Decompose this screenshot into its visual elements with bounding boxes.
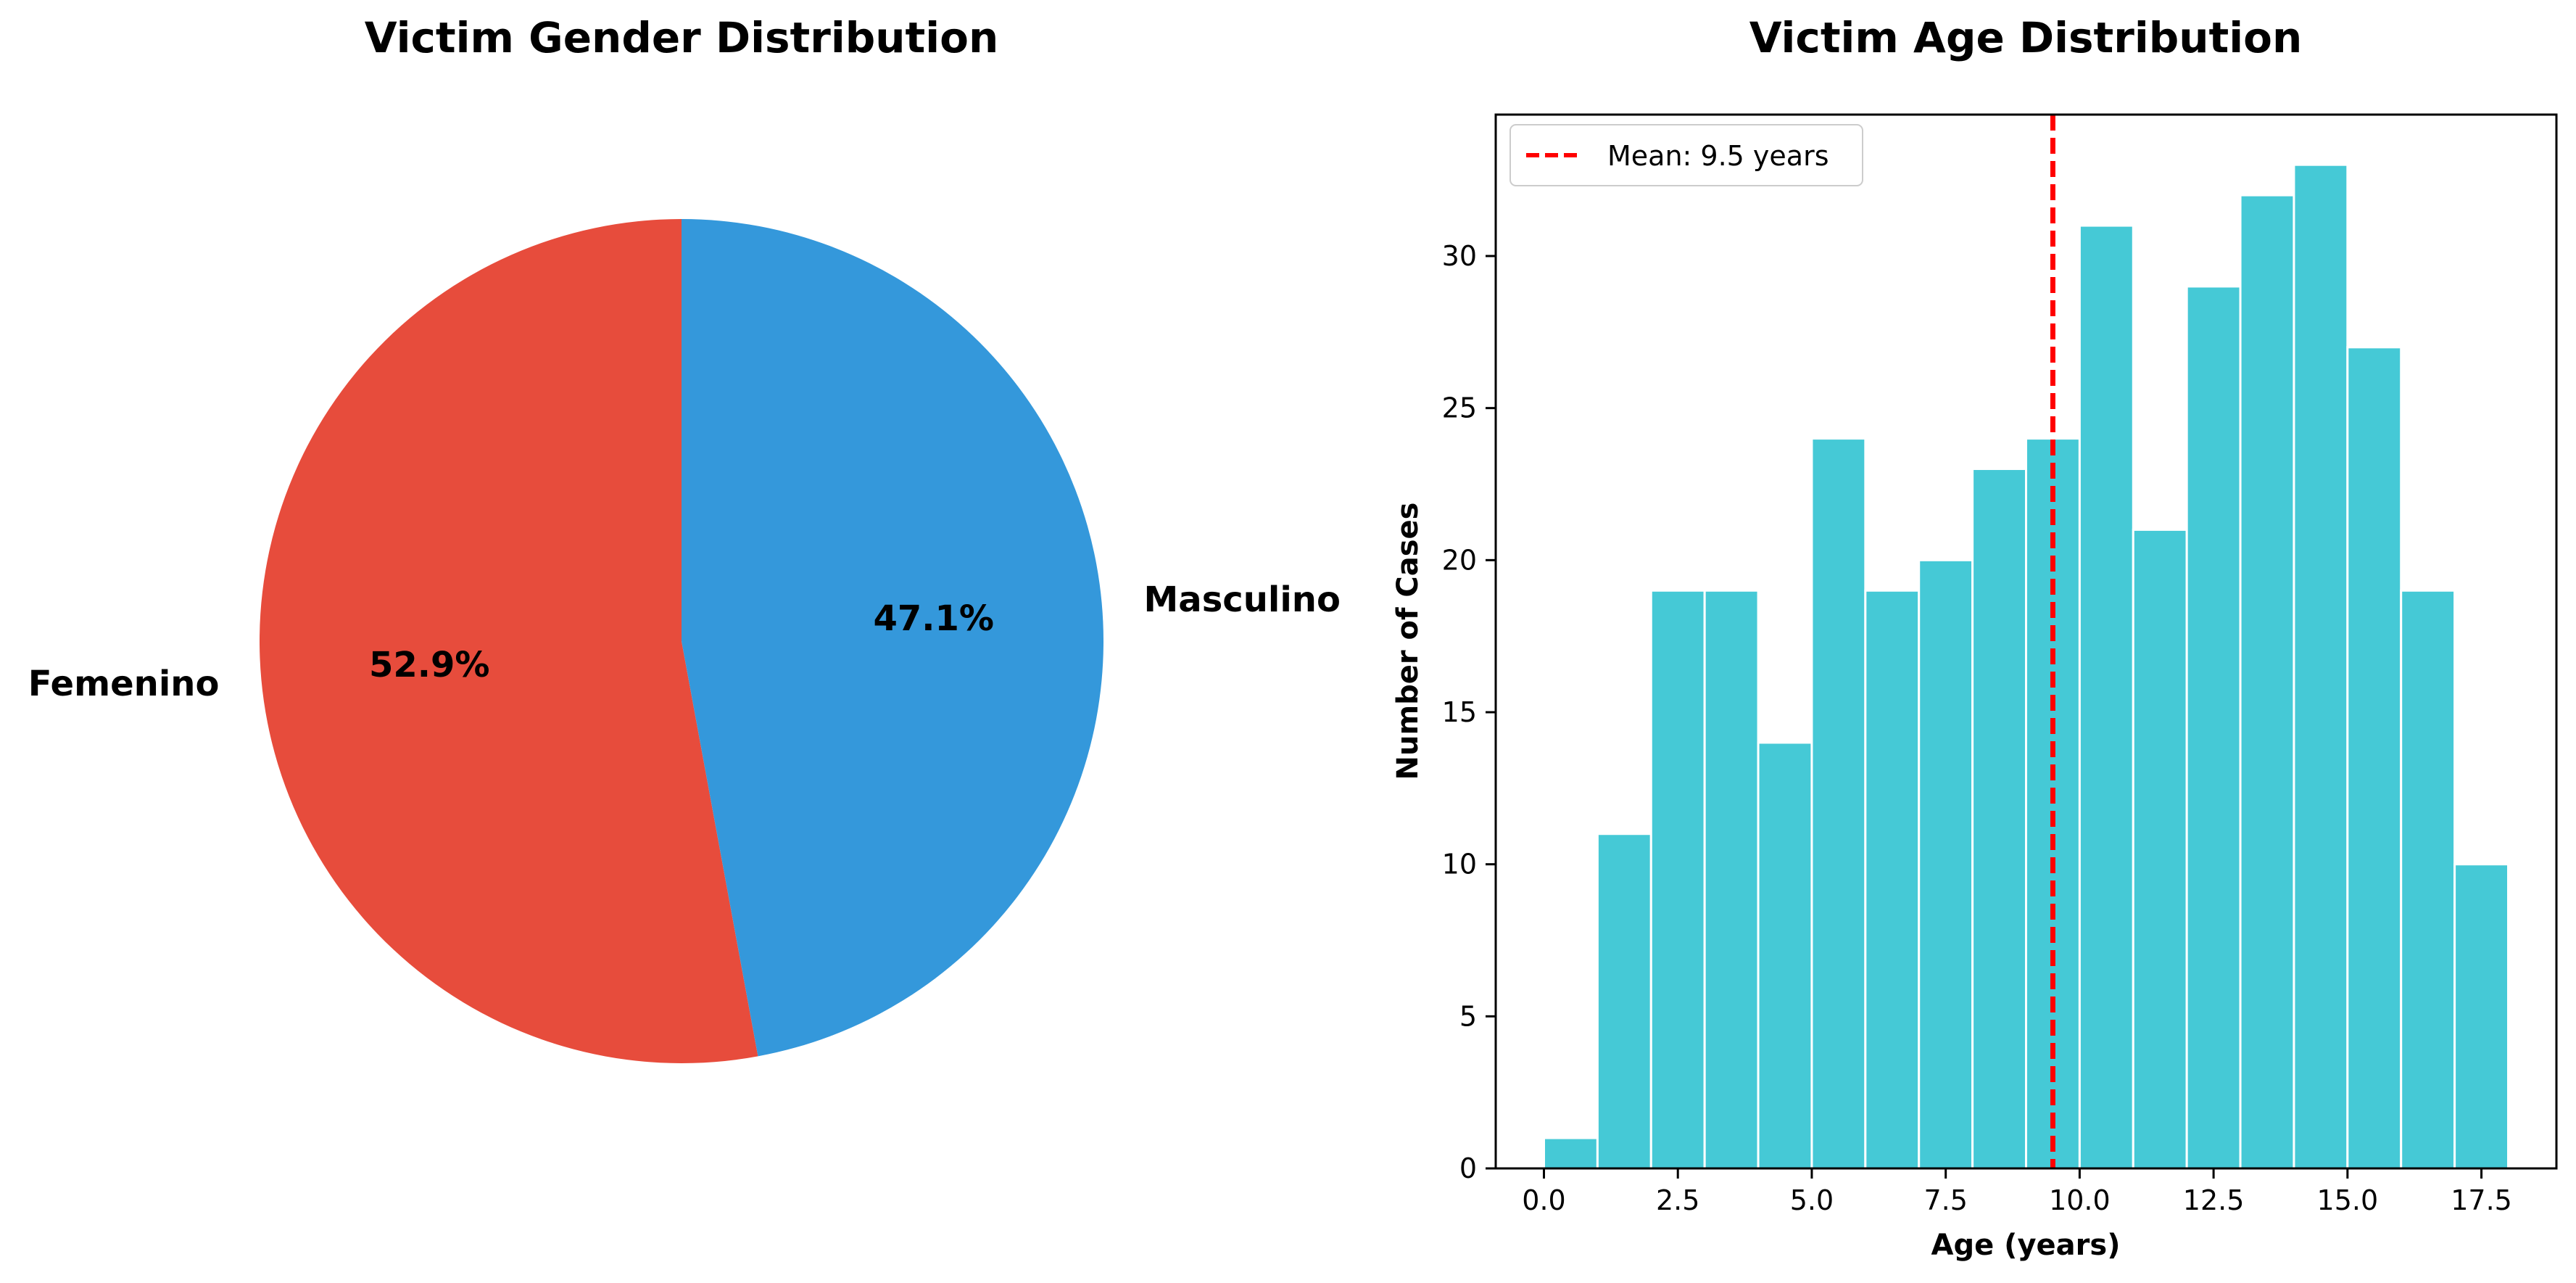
histogram-bar [1971,468,2027,1170]
histogram-bar [2346,346,2403,1170]
y-tick-label: 25 [1442,392,1477,424]
legend-mean-label: Mean: 9.5 years [1607,140,1829,172]
histogram-bar [1596,833,1652,1170]
histogram-bar [1649,589,1706,1170]
x-tick-label: 5.0 [1790,1184,1834,1216]
pie-slice-masculino [682,219,1103,1057]
histogram-bar [2239,194,2295,1170]
histogram-bar [1810,437,1867,1170]
histogram-bar [1543,1136,1599,1170]
y-tick-label: 0 [1459,1152,1477,1184]
x-tick-label: 17.5 [2451,1184,2512,1216]
legend: Mean: 9.5 years [1509,124,1863,186]
histogram-bars [1543,163,2509,1170]
y-tick-label: 30 [1442,240,1477,272]
x-tick-label: 2.5 [1656,1184,1699,1216]
pie-chart-title: Victim Gender Distribution [365,13,999,62]
gender-pie-chart: Victim Gender Distribution Femenino 52.9%… [28,13,1341,1063]
histogram-bar [2185,285,2242,1170]
y-tick-label: 5 [1459,1000,1477,1032]
histogram-bar [2453,863,2509,1170]
pie-percent-femenino: 52.9% [369,645,490,685]
legend-box [1509,124,1863,186]
histogram-title: Victim Age Distribution [1749,13,2303,62]
age-histogram-chart: Victim Age Distribution 0.0 2.5 5.0 7.5 10.0… [1391,13,2558,1262]
pie-percent-masculino: 47.1% [873,598,994,639]
x-axis-label: Age (years) [1931,1229,2121,1262]
y-tick-label: 15 [1442,696,1477,728]
x-tick-label: 15.0 [2317,1184,2379,1216]
histogram-bar [2132,528,2188,1170]
y-axis-ticks: 0 5 10 15 20 25 30 [1442,240,1496,1184]
histogram-bar [2400,589,2456,1170]
x-tick-label: 0.0 [1522,1184,1565,1216]
pie-label-masculino: Masculino [1144,579,1341,620]
x-tick-label: 12.5 [2183,1184,2245,1216]
pie-slices [259,219,1103,1063]
pie-label-femenino: Femenino [28,664,220,704]
histogram-bar [1918,558,1974,1170]
histogram-bar [2078,224,2134,1170]
y-tick-label: 20 [1442,544,1477,576]
pie-slice-femenino [259,219,758,1063]
plot-frame [1494,113,2558,1170]
y-axis-label: Number of Cases [1391,503,1425,780]
x-axis-ticks: 0.0 2.5 5.0 7.5 10.0 12.5 15.0 17.5 [1522,1168,2512,1216]
x-tick-label: 7.5 [1923,1184,1967,1216]
histogram-bar [1757,741,1813,1170]
pie-labels: Femenino 52.9% Masculino 47.1% [28,579,1341,704]
y-tick-label: 10 [1442,849,1477,880]
x-tick-label: 10.0 [2049,1184,2111,1216]
histogram-bar [1703,589,1760,1170]
histogram-bar [1864,589,1921,1170]
histogram-bar [2293,163,2349,1170]
